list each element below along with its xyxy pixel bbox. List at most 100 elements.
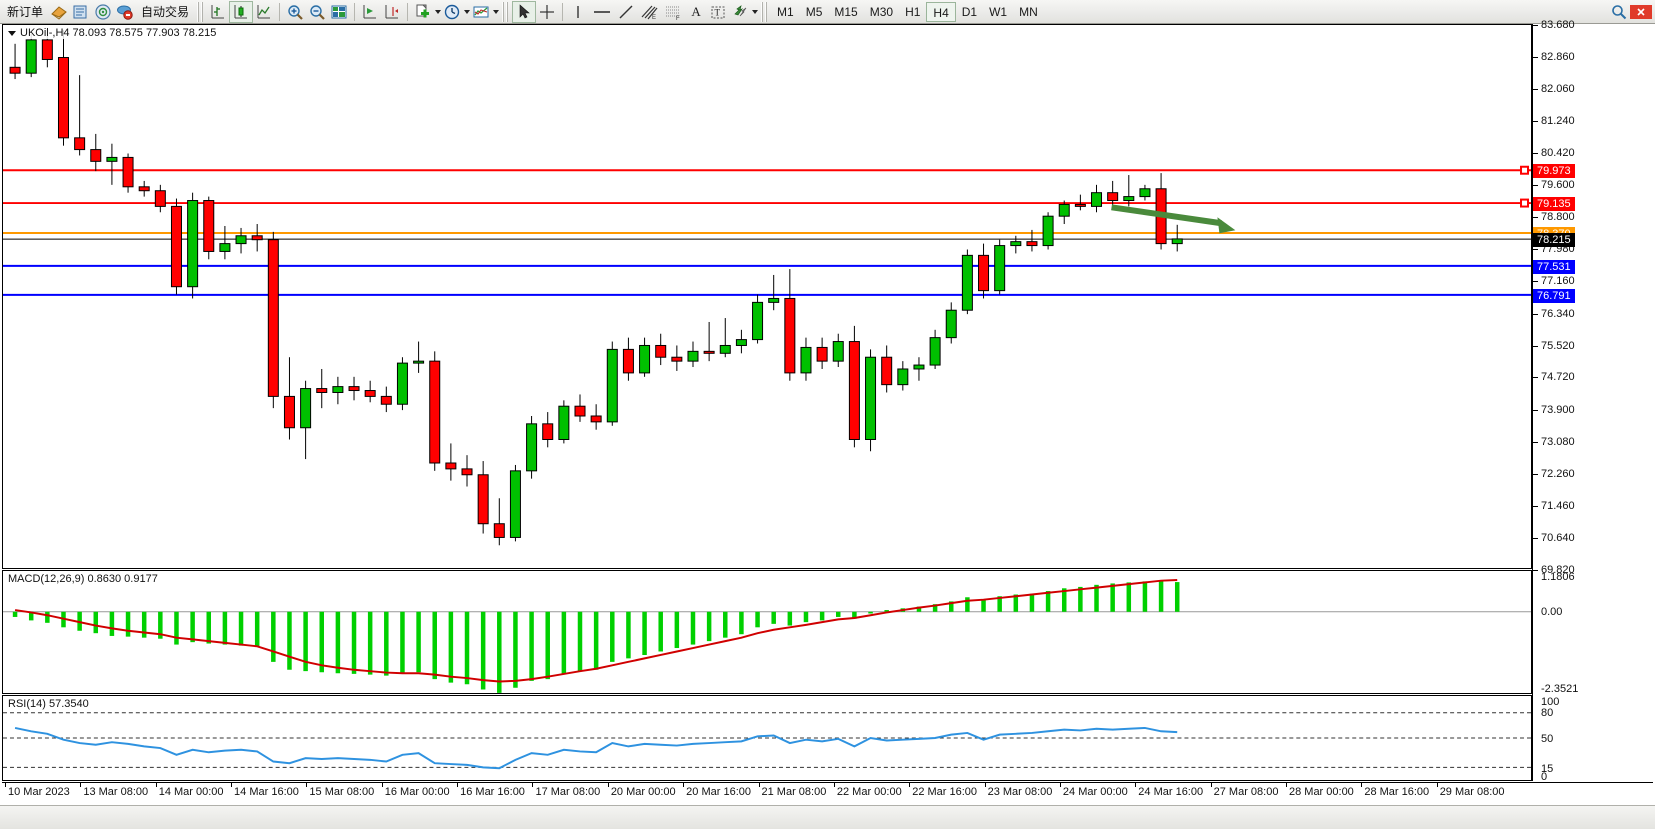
collapse-arrow-icon[interactable]	[8, 30, 16, 36]
time-tick	[381, 783, 383, 787]
crosshair-icon[interactable]	[536, 1, 558, 23]
timeframe-m5[interactable]: M5	[805, 4, 823, 19]
timeframe-h4[interactable]: H4	[926, 1, 956, 22]
navigator-icon[interactable]	[92, 1, 114, 23]
price-tick-label: 74.720	[1541, 371, 1575, 384]
price-pane[interactable]: UKOil-,H4 78.093 78.575 77.903 78.215	[2, 24, 1532, 569]
vertical-line-icon[interactable]	[567, 1, 589, 23]
candle-body	[1171, 238, 1183, 245]
price-tick-label: 83.680	[1541, 19, 1575, 31]
macd-label: MACD(12,26,9) 0.8630 0.9177	[8, 573, 158, 585]
timeframe-m15[interactable]: M15	[834, 4, 858, 19]
price-level-handle[interactable]	[1520, 165, 1530, 175]
candle-body	[832, 341, 844, 362]
auto-trading-icon[interactable]	[114, 1, 136, 23]
new-order-button[interactable]: 新订单	[2, 1, 48, 23]
candle-body	[913, 364, 925, 370]
timeframe-d1[interactable]: D1	[961, 4, 978, 19]
timeframe-m1[interactable]: M1	[777, 4, 794, 19]
price-axis[interactable]: 83.680 82.860 82.060 81.240 80.420 79.600 78.8…	[1532, 19, 1653, 783]
fibonacci-icon[interactable]: F	[661, 1, 685, 23]
zoom-in-icon[interactable]	[284, 1, 306, 23]
price-tick-label: 69.820	[1541, 564, 1575, 576]
trendline-icon[interactable]	[615, 1, 637, 23]
candle-body	[848, 341, 860, 440]
auto-scroll-icon[interactable]	[381, 1, 403, 23]
symbol-header: UKOil-,H4 78.093 78.575 77.903 78.215	[8, 27, 217, 39]
time-tick-label: 24 Mar 00:00	[1062, 786, 1128, 798]
candle-body	[800, 346, 812, 374]
time-tick-label: 20 Mar 16:00	[686, 786, 751, 798]
candle-body	[509, 470, 521, 538]
rsi-plot	[3, 712, 1531, 770]
candle-body	[267, 239, 279, 397]
period-caret-icon[interactable]	[464, 9, 471, 14]
price-tick-label: 77.160	[1541, 275, 1575, 288]
shapes-icon[interactable]	[729, 1, 751, 23]
rsi-pane[interactable]: RSI(14) 57.3540	[2, 695, 1532, 781]
line-chart-icon[interactable]	[253, 1, 275, 23]
price-tick-label: 73.080	[1541, 435, 1575, 448]
status-bar	[0, 805, 1655, 829]
price-tick	[1533, 57, 1538, 59]
text-icon[interactable]: A	[691, 3, 701, 19]
data-window-icon[interactable]	[70, 1, 92, 23]
cursor-icon[interactable]	[512, 0, 537, 23]
period-icon[interactable]	[441, 1, 463, 23]
templates-caret-icon[interactable]	[493, 9, 500, 14]
price-tick	[1533, 281, 1538, 283]
shift-chart-icon[interactable]	[359, 1, 381, 23]
timeframe-h1[interactable]: H1	[905, 4, 921, 19]
candle-body	[784, 297, 796, 374]
close-icon[interactable]	[1630, 4, 1652, 19]
candlestick-chart-icon[interactable]	[229, 0, 254, 23]
candle-body	[41, 39, 53, 60]
timeframe-w1[interactable]: W1	[989, 4, 1008, 19]
auto-trading-button[interactable]: 自动交易	[136, 1, 194, 23]
candle-body	[768, 297, 780, 303]
time-tick	[155, 783, 157, 787]
bar-chart-icon[interactable]	[207, 1, 229, 23]
time-tick-label: 16 Mar 00:00	[384, 786, 450, 798]
equidistant-channel-icon[interactable]: E	[637, 1, 661, 23]
price-tick	[1533, 25, 1538, 26]
price-level-tag-support[interactable]: 76.791	[1533, 288, 1575, 303]
terminal-icon[interactable]	[328, 1, 350, 23]
candle-body	[1123, 196, 1135, 202]
time-axis[interactable]: 10 Mar 2023 13 Mar 08:00 14 Mar 00:00 14 Ma…	[2, 782, 1653, 804]
horizontal-line-icon[interactable]	[589, 1, 615, 23]
price-level-tag-resistance[interactable]: 79.135	[1533, 196, 1575, 211]
timeframe-m30[interactable]: M30	[869, 4, 894, 19]
toolbar-divider-3	[407, 2, 409, 21]
price-level-tag-current-price[interactable]: 78.215	[1533, 232, 1575, 247]
toolbar-separator-3	[761, 1, 769, 22]
timeframe-mn[interactable]: MN	[1019, 4, 1038, 19]
price-level-tag-resistance[interactable]: 79.973	[1533, 163, 1575, 178]
zoom-out-icon[interactable]	[306, 1, 328, 23]
time-tick-label: 10 Mar 2023	[8, 786, 70, 798]
time-tick	[5, 783, 6, 787]
candle-body	[1026, 241, 1038, 247]
time-tick	[984, 783, 986, 787]
downtrend-arrow[interactable]	[1111, 204, 1236, 234]
macd-pane[interactable]: MACD(12,26,9) 0.8630 0.9177	[2, 570, 1532, 694]
candle-body	[978, 254, 990, 292]
price-level-handle[interactable]	[1520, 198, 1530, 208]
search-icon[interactable]	[1608, 1, 1630, 23]
candle-body	[687, 350, 699, 362]
shapes-caret-icon[interactable]	[752, 9, 759, 14]
candle-body	[526, 423, 538, 472]
rsi-tick-label: 50	[1541, 733, 1554, 745]
time-tick-label: 13 Mar 08:00	[83, 786, 149, 798]
expert-advisor-icon[interactable]	[48, 1, 70, 23]
add-indicator-caret-icon[interactable]	[435, 9, 442, 14]
candle-body	[461, 468, 473, 476]
add-indicator-icon[interactable]	[412, 1, 434, 23]
svg-text:T: T	[715, 7, 721, 17]
time-tick-label: 16 Mar 16:00	[460, 786, 525, 798]
candle-body	[1074, 203, 1086, 207]
candle-body	[396, 362, 408, 405]
templates-icon[interactable]	[470, 1, 492, 23]
price-level-tag-support[interactable]: 77.531	[1533, 259, 1575, 274]
text-label-icon[interactable]: T	[707, 1, 729, 23]
